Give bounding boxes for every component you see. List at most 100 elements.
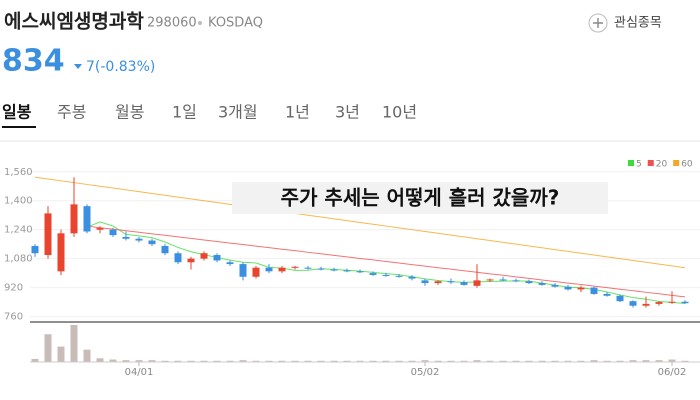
candle-body <box>603 293 611 296</box>
volume-bar <box>538 360 546 362</box>
volume-bar <box>83 349 91 362</box>
candle-body <box>382 274 390 276</box>
watch-icon[interactable] <box>588 13 608 33</box>
volume-bar <box>642 360 650 362</box>
candle-body <box>135 238 143 241</box>
candle-body <box>122 236 130 239</box>
candle-body <box>642 303 650 306</box>
legend-label: 60 <box>681 160 693 170</box>
volume-bar <box>174 360 182 362</box>
legend-label: 20 <box>656 160 668 170</box>
x-tick-label: 04/01 <box>125 367 154 378</box>
candle-body <box>590 287 598 294</box>
candle-body <box>512 280 520 282</box>
volume-bar <box>109 359 117 362</box>
volume-bar <box>187 360 195 362</box>
candle-body <box>187 258 195 263</box>
x-tick-label: 05/02 <box>411 367 440 378</box>
legend-swatch <box>647 160 654 166</box>
y-tick-label: 1,080 <box>4 254 33 265</box>
tab[interactable]: 3년 <box>335 103 360 122</box>
market: KOSDAQ <box>208 16 263 31</box>
candle-body <box>447 281 455 283</box>
tab[interactable]: 주봉 <box>57 103 86 122</box>
annotation-box <box>232 182 608 214</box>
separator-dot <box>198 21 202 25</box>
volume-bar <box>278 360 286 362</box>
candle-body <box>616 295 624 302</box>
volume-bar <box>161 360 169 362</box>
volume-bar <box>382 360 390 362</box>
volume-bar <box>330 360 338 362</box>
volume-bar <box>226 360 234 362</box>
volume-bar <box>44 334 52 362</box>
candle-body <box>239 264 247 277</box>
candle-body <box>31 245 39 254</box>
watch-button[interactable]: 관심종목 <box>588 13 662 33</box>
chart: 760 920 1,080 1,240 1,400 1,560 5 20 60 04/01 05/0… <box>4 160 700 378</box>
volume-bar <box>122 360 130 362</box>
y-tick-label: 1,240 <box>4 225 33 236</box>
volume-bar <box>460 360 468 362</box>
volume-bar <box>447 360 455 362</box>
watch-label[interactable]: 관심종목 <box>614 16 662 31</box>
candle-body <box>109 229 117 236</box>
tab[interactable]: 10년 <box>382 103 417 122</box>
volume-bar <box>525 360 533 362</box>
candle-body <box>356 271 364 273</box>
y-tick-label: 760 <box>4 312 23 323</box>
candle-body <box>525 281 533 284</box>
volume-bar <box>564 360 572 362</box>
tab[interactable]: 1년 <box>285 103 310 122</box>
candle-body <box>564 286 572 290</box>
volume-bar <box>265 360 273 362</box>
candle-body <box>44 213 52 256</box>
candle-body <box>226 262 234 265</box>
legend-label: 5 <box>636 160 642 170</box>
plus <box>593 18 603 28</box>
candle-body <box>252 267 260 277</box>
tab[interactable]: 월봉 <box>115 103 144 122</box>
volume-bar <box>57 346 65 362</box>
volume-bar <box>499 360 507 362</box>
volume-bar <box>629 360 637 362</box>
volume-bar <box>343 360 351 362</box>
price: 834 <box>2 44 65 79</box>
volume-bar <box>421 360 429 362</box>
candle-body <box>668 301 676 303</box>
candle-body <box>213 255 221 261</box>
candle-body <box>70 204 78 234</box>
volume-bar <box>356 360 364 362</box>
volume-bar <box>408 360 416 362</box>
volume-bar <box>434 360 442 362</box>
volume-bar <box>135 360 143 362</box>
volume-bar <box>551 360 559 362</box>
tab[interactable]: 3개월 <box>218 103 258 122</box>
volume-bar <box>31 358 39 362</box>
x-tick-label: 06/02 <box>658 367 687 378</box>
candle-body <box>291 266 299 268</box>
volume-bar <box>96 358 104 362</box>
candle-body <box>486 279 494 281</box>
volume-bar <box>291 360 299 362</box>
down-arrow <box>74 64 82 69</box>
volume-bar <box>200 360 208 362</box>
y-tick-label: 920 <box>4 283 23 294</box>
tab[interactable]: 1일 <box>172 103 197 122</box>
candle-body <box>304 267 312 269</box>
candle-body <box>148 240 156 245</box>
candle-body <box>473 280 481 286</box>
tab[interactable]: 일봉 <box>2 103 32 122</box>
candle-body <box>174 253 182 263</box>
stock-name: 에스씨엠생명과학 <box>4 11 144 33</box>
volume-bar <box>655 360 663 362</box>
volume-bar <box>616 360 624 362</box>
candle-body <box>57 233 65 272</box>
volume-bar <box>369 360 377 362</box>
candle-body <box>200 253 208 259</box>
candle-body <box>629 301 637 306</box>
candle-body <box>96 227 104 230</box>
price-change: 7(-0.83%) <box>86 59 155 75</box>
